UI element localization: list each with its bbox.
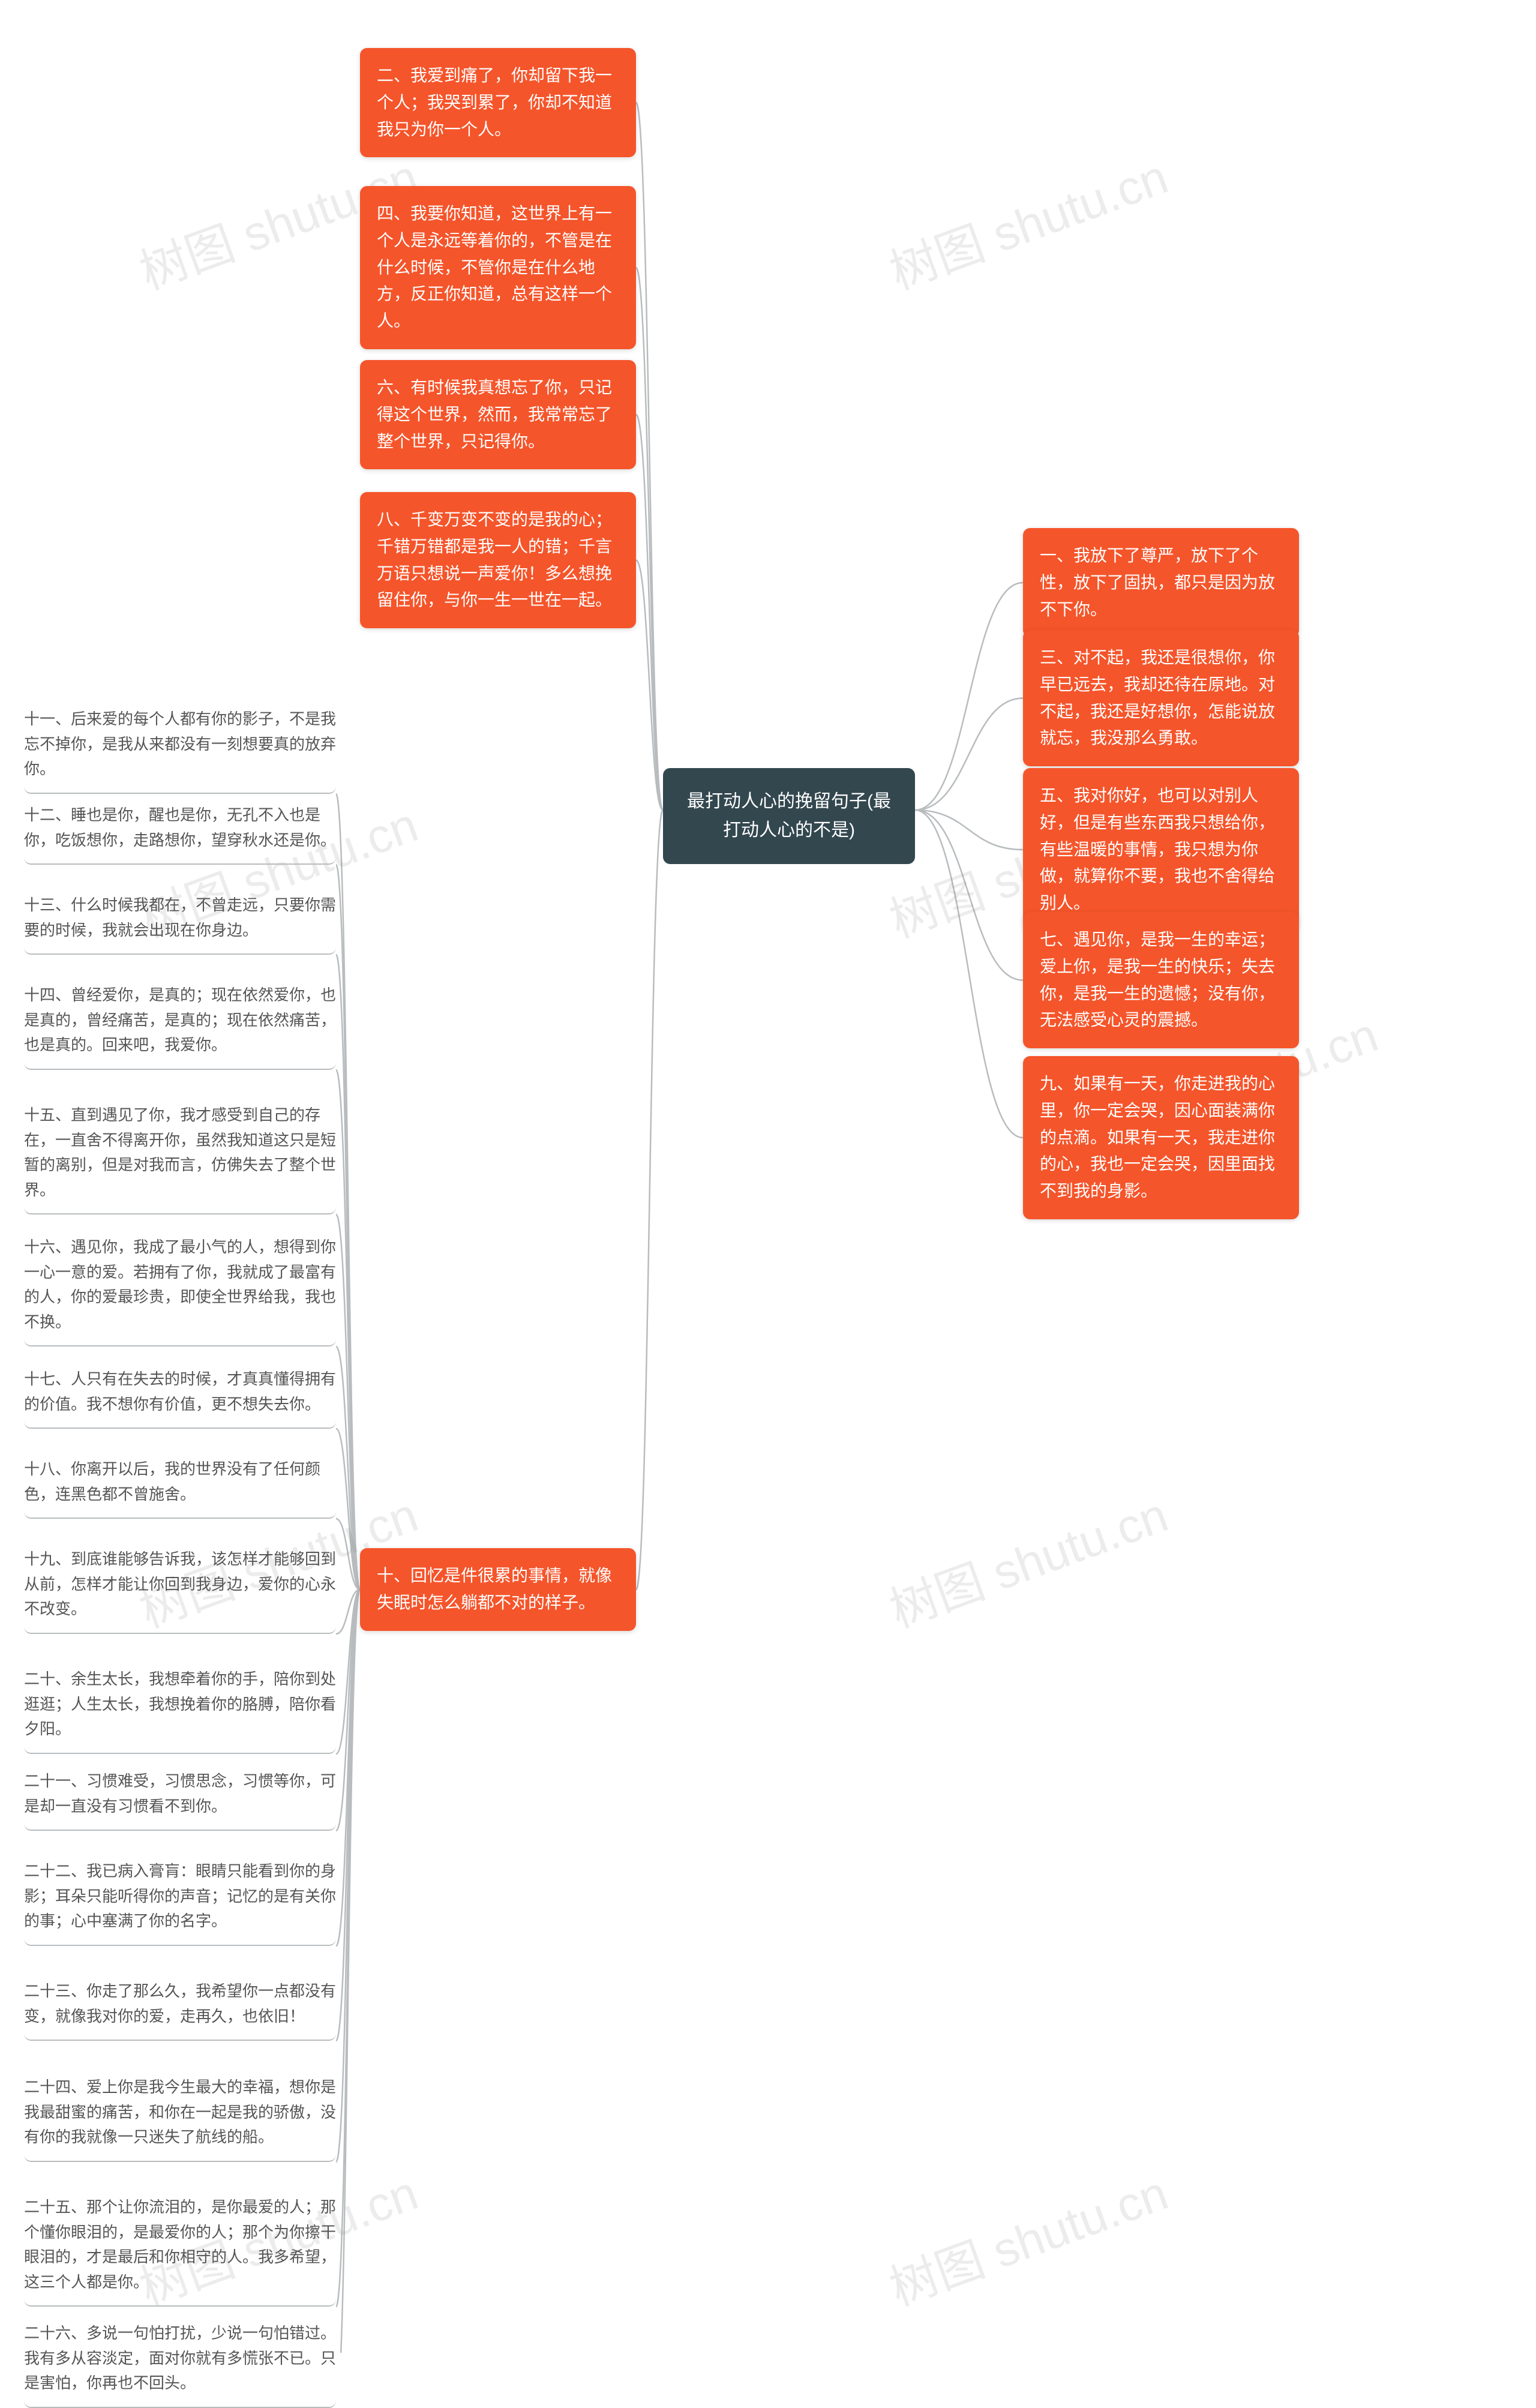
grey-item-15-label: 二十六、多说一句怕打扰，少说一句怕错过。我有多从容淡定，面对你就有多慌张不已。只… xyxy=(24,2324,336,2392)
right-branch-2: 五、我对你好，也可以对别人好，但是有些东西我只想给你，有些温暖的事情，我只想为你… xyxy=(1023,768,1299,931)
grey-item-0: 十一、后来爱的每个人都有你的影子，不是我忘不掉你，是我从来都没有一刻想要真的放弃… xyxy=(24,696,336,794)
right-branch-1-label: 三、对不起，我还是很想你，你早已远去，我却还待在原地。对不起，我还是好想你，怎能… xyxy=(1040,648,1275,747)
right-branch-0-label: 一、我放下了尊严，放下了个性，放下了固执，都只是因为放不下你。 xyxy=(1040,546,1275,619)
right-branch-0: 一、我放下了尊严，放下了个性，放下了固执，都只是因为放不下你。 xyxy=(1023,528,1299,637)
grey-item-4: 十五、直到遇见了你，我才感受到自己的存在，一直舍不得离开你，虽然我知道这只是短暂… xyxy=(24,1092,336,1215)
grey-item-2: 十三、什么时候我都在，不曾走远，只要你需要的时候，我就会出现在你身边。 xyxy=(24,882,336,955)
grey-item-0-label: 十一、后来爱的每个人都有你的影子，不是我忘不掉你，是我从来都没有一刻想要真的放弃… xyxy=(24,710,336,778)
grey-item-11-label: 二十二、我已病入膏肓：眼睛只能看到你的身影；耳朵只能听得你的声音；记忆的是有关你… xyxy=(24,1862,336,1930)
root-node: 最打动人心的挽留句子(最打动人心的不是) xyxy=(663,768,915,864)
grey-item-12: 二十三、你走了那么久，我希望你一点都没有变，就像我对你的爱，走再久，也依旧！ xyxy=(24,1968,336,2041)
grey-item-9-label: 二十、余生太长，我想牵着你的手，陪你到处逛逛；人生太长，我想挽着你的胳膊，陪你看… xyxy=(24,1670,336,1738)
left-branch-1-label: 四、我要你知道，这世界上有一个人是永远等着你的，不管是在什么时候，不管你是在什么… xyxy=(377,204,612,330)
right-branch-3: 七、遇见你，是我一生的幸运；爱上你，是我一生的快乐；失去你，是我一生的遗憾；没有… xyxy=(1023,912,1299,1048)
grey-item-6-label: 十七、人只有在失去的时候，才真真懂得拥有的价值。我不想你有价值，更不想失去你。 xyxy=(24,1370,336,1413)
right-branch-3-label: 七、遇见你，是我一生的幸运；爱上你，是我一生的快乐；失去你，是我一生的遗憾；没有… xyxy=(1040,930,1275,1029)
grey-item-10-label: 二十一、习惯难受，习惯思念，习惯等你，可是却一直没有习惯看不到你。 xyxy=(24,1772,336,1815)
grey-item-14: 二十五、那个让你流泪的，是你最爱的人；那个懂你眼泪的，是最爱你的人；那个为你擦干… xyxy=(24,2184,336,2307)
right-branch-2-label: 五、我对你好，也可以对别人好，但是有些东西我只想给你，有些温暖的事情，我只想为你… xyxy=(1040,786,1275,912)
branch-node-ten: 十、回忆是件很累的事情，就像失眠时怎么躺都不对的样子。 xyxy=(360,1548,636,1631)
grey-item-3-label: 十四、曾经爱你，是真的；现在依然爱你，也是真的，曾经痛苦，是真的；现在依然痛苦，… xyxy=(24,986,336,1054)
grey-item-1: 十二、睡也是你，醒也是你，无孔不入也是你，吃饭想你，走路想你，望穿秋水还是你。 xyxy=(24,792,336,865)
watermark: 树图 shutu.cn xyxy=(879,139,1176,304)
grey-item-4-label: 十五、直到遇见了你，我才感受到自己的存在，一直舍不得离开你，虽然我知道这只是短暂… xyxy=(24,1106,336,1199)
grey-item-8: 十九、到底谁能够告诉我，该怎样才能够回到从前，怎样才能让你回到我身边，爱你的心永… xyxy=(24,1536,336,1634)
grey-item-13-label: 二十四、爱上你是我今生最大的幸福，想你是我最甜蜜的痛苦，和你在一起是我的骄傲，没… xyxy=(24,2078,336,2146)
grey-item-3: 十四、曾经爱你，是真的；现在依然爱你，也是真的，曾经痛苦，是真的；现在依然痛苦，… xyxy=(24,972,336,1070)
grey-item-10: 二十一、习惯难受，习惯思念，习惯等你，可是却一直没有习惯看不到你。 xyxy=(24,1758,336,1831)
grey-item-7-label: 十八、你离开以后，我的世界没有了任何颜色，连黑色都不曾施舍。 xyxy=(24,1460,320,1503)
right-branch-4: 九、如果有一天，你走进我的心里，你一定会哭，因心面装满你的点滴。如果有一天，我走… xyxy=(1023,1056,1299,1219)
grey-item-5-label: 十六、遇见你，我成了最小气的人，想得到你一心一意的爱。若拥有了你，我就成了最富有… xyxy=(24,1238,336,1331)
left-branch-0: 二、我爱到痛了，你却留下我一个人；我哭到累了，你却不知道我只为你一个人。 xyxy=(360,48,636,157)
left-branch-2: 六、有时候我真想忘了你，只记得这个世界，然而，我常常忘了整个世界，只记得你。 xyxy=(360,360,636,469)
grey-item-1-label: 十二、睡也是你，醒也是你，无孔不入也是你，吃饭想你，走路想你，望穿秋水还是你。 xyxy=(24,806,336,849)
left-branch-3: 八、千变万变不变的是我的心；千错万错都是我一人的错；千言万语只想说一声爱你！多么… xyxy=(360,492,636,628)
grey-item-13: 二十四、爱上你是我今生最大的幸福，想你是我最甜蜜的痛苦，和你在一起是我的骄傲，没… xyxy=(24,2064,336,2162)
grey-item-14-label: 二十五、那个让你流泪的，是你最爱的人；那个懂你眼泪的，是最爱你的人；那个为你擦干… xyxy=(24,2198,336,2291)
grey-item-6: 十七、人只有在失去的时候，才真真懂得拥有的价值。我不想你有价值，更不想失去你。 xyxy=(24,1356,336,1429)
left-branch-2-label: 六、有时候我真想忘了你，只记得这个世界，然而，我常常忘了整个世界，只记得你。 xyxy=(377,378,612,451)
grey-item-8-label: 十九、到底谁能够告诉我，该怎样才能够回到从前，怎样才能让你回到我身边，爱你的心永… xyxy=(24,1550,336,1618)
grey-item-15: 二十六、多说一句怕打扰，少说一句怕错过。我有多从容淡定，面对你就有多慌张不已。只… xyxy=(24,2310,336,2408)
right-branch-1: 三、对不起，我还是很想你，你早已远去，我却还待在原地。对不起，我还是好想你，怎能… xyxy=(1023,630,1299,766)
grey-item-7: 十八、你离开以后，我的世界没有了任何颜色，连黑色都不曾施舍。 xyxy=(24,1446,336,1519)
grey-item-11: 二十二、我已病入膏肓：眼睛只能看到你的身影；耳朵只能听得你的声音；记忆的是有关你… xyxy=(24,1848,336,1946)
left-branch-0-label: 二、我爱到痛了，你却留下我一个人；我哭到累了，你却不知道我只为你一个人。 xyxy=(377,66,612,139)
branch-node-label: 十、回忆是件很累的事情，就像失眠时怎么躺都不对的样子。 xyxy=(377,1566,612,1612)
grey-item-5: 十六、遇见你，我成了最小气的人，想得到你一心一意的爱。若拥有了你，我就成了最富有… xyxy=(24,1224,336,1347)
root-label: 最打动人心的挽留句子(最打动人心的不是) xyxy=(687,791,891,840)
grey-item-2-label: 十三、什么时候我都在，不曾走远，只要你需要的时候，我就会出现在你身边。 xyxy=(24,896,336,939)
left-branch-1: 四、我要你知道，这世界上有一个人是永远等着你的，不管是在什么时候，不管你是在什么… xyxy=(360,186,636,349)
watermark: 树图 shutu.cn xyxy=(879,1477,1176,1642)
right-branch-4-label: 九、如果有一天，你走进我的心里，你一定会哭，因心面装满你的点滴。如果有一天，我走… xyxy=(1040,1074,1275,1200)
watermark: 树图 shutu.cn xyxy=(879,2155,1176,2320)
left-branch-3-label: 八、千变万变不变的是我的心；千错万错都是我一人的错；千言万语只想说一声爱你！多么… xyxy=(377,510,612,609)
grey-item-9: 二十、余生太长，我想牵着你的手，陪你到处逛逛；人生太长，我想挽着你的胳膊，陪你看… xyxy=(24,1656,336,1754)
grey-item-12-label: 二十三、你走了那么久，我希望你一点都没有变，就像我对你的爱，走再久，也依旧！ xyxy=(24,1982,336,2025)
